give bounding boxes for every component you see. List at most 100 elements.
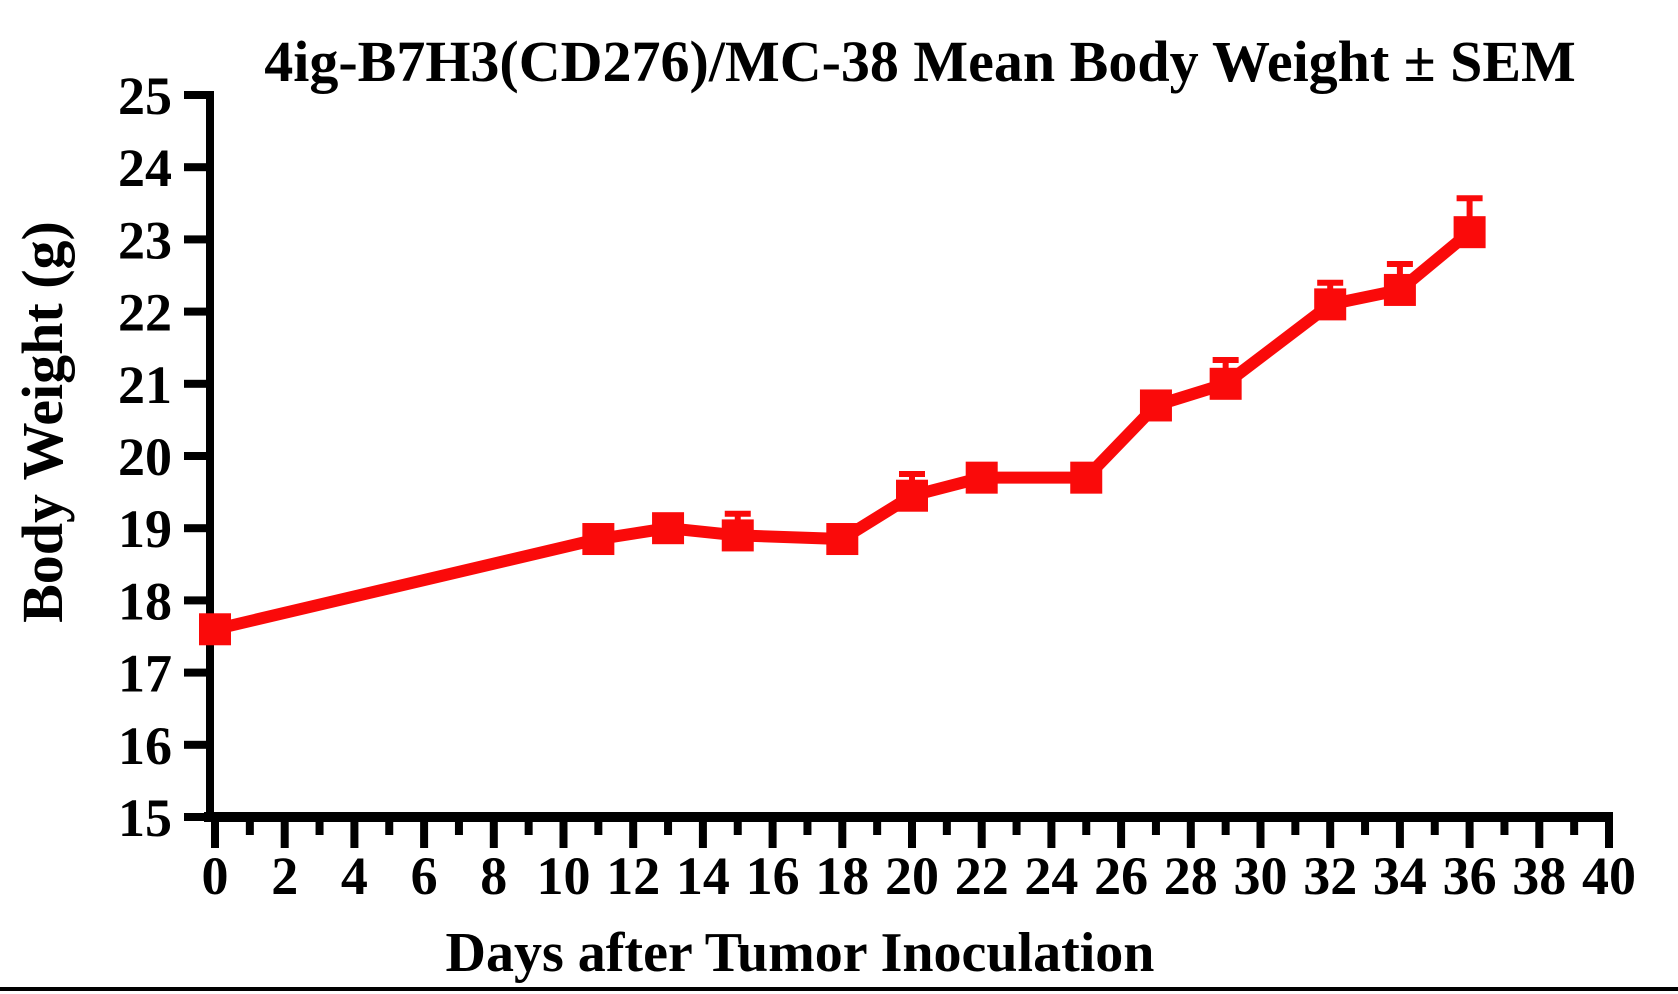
data-point-marker xyxy=(1070,461,1103,494)
x-major-tick xyxy=(489,822,498,848)
x-minor-tick xyxy=(385,822,394,835)
data-point-marker xyxy=(199,613,231,646)
y-axis-title: Body Weight (g) xyxy=(10,221,75,623)
data-point-marker xyxy=(652,512,685,545)
x-tick-label: 4 xyxy=(341,846,368,906)
y-tick xyxy=(184,163,206,172)
x-major-tick xyxy=(1326,822,1335,848)
x-major-tick xyxy=(698,822,707,848)
x-tick-label: 34 xyxy=(1373,846,1427,906)
y-tick-label: 18 xyxy=(118,571,172,631)
data-point-marker xyxy=(721,519,754,552)
y-tick xyxy=(184,235,206,244)
x-minor-tick xyxy=(454,822,463,835)
y-tick xyxy=(184,596,206,605)
x-major-tick xyxy=(420,822,429,848)
x-major-tick xyxy=(280,822,289,848)
x-tick-label: 40 xyxy=(1582,846,1636,906)
x-major-tick xyxy=(1186,822,1195,848)
x-minor-tick xyxy=(664,822,673,835)
x-tick-label: 24 xyxy=(1024,846,1078,906)
x-minor-tick xyxy=(733,822,742,835)
x-major-tick xyxy=(1256,822,1265,848)
x-minor-tick xyxy=(245,822,254,835)
x-axis-title: Days after Tumor Inoculation xyxy=(445,922,1155,984)
data-point-marker xyxy=(896,479,928,512)
y-tick xyxy=(184,452,206,460)
x-minor-tick xyxy=(1221,822,1230,835)
x-minor-tick xyxy=(1291,822,1300,835)
x-tick-label: 38 xyxy=(1512,846,1566,906)
x-major-tick xyxy=(1535,822,1544,848)
x-minor-tick xyxy=(803,822,812,835)
y-tick-label: 21 xyxy=(118,355,172,415)
bottom-divider xyxy=(0,987,1678,991)
y-tick xyxy=(184,740,206,749)
x-major-tick xyxy=(559,822,568,848)
y-tick-label: 20 xyxy=(118,427,172,487)
y-axis-line xyxy=(206,91,214,822)
x-tick-label: 18 xyxy=(815,846,869,906)
y-tick xyxy=(184,91,206,99)
x-minor-tick xyxy=(942,822,951,835)
data-point-marker xyxy=(1453,216,1486,249)
x-tick-label: 36 xyxy=(1443,846,1497,906)
x-axis-line xyxy=(204,812,1613,822)
x-major-tick xyxy=(1117,822,1126,848)
x-minor-tick xyxy=(1082,822,1091,835)
y-tick xyxy=(184,379,206,388)
x-minor-tick xyxy=(1430,822,1439,835)
chart-title: 4ig-B7H3(CD276)/MC-38 Mean Body Weight ±… xyxy=(264,29,1576,94)
y-tick xyxy=(184,524,206,533)
x-major-tick xyxy=(1605,822,1613,848)
x-major-tick xyxy=(1395,822,1404,848)
data-point-marker xyxy=(1139,389,1172,422)
x-tick-label: 0 xyxy=(202,846,229,906)
x-tick-label: 32 xyxy=(1303,846,1357,906)
x-minor-tick xyxy=(524,822,533,835)
x-tick-label: 12 xyxy=(606,846,660,906)
x-tick-label: 16 xyxy=(746,846,800,906)
x-tick-label: 26 xyxy=(1094,846,1148,906)
x-minor-tick xyxy=(1012,822,1021,835)
x-minor-tick xyxy=(1361,822,1370,835)
data-point-marker xyxy=(826,523,859,556)
data-point-marker xyxy=(1314,288,1347,321)
data-point-marker xyxy=(1383,273,1416,306)
x-tick-label: 8 xyxy=(480,846,507,906)
x-tick-label: 14 xyxy=(676,846,730,906)
y-tick-label: 24 xyxy=(118,138,172,198)
x-tick-label: 30 xyxy=(1234,846,1288,906)
x-major-tick xyxy=(838,822,847,848)
x-major-tick xyxy=(977,822,986,848)
data-point-marker xyxy=(965,461,998,494)
y-tick-label: 19 xyxy=(118,499,172,559)
x-major-tick xyxy=(908,822,916,848)
x-major-tick xyxy=(629,822,638,848)
y-tick-label: 17 xyxy=(118,644,172,704)
y-tick-label: 22 xyxy=(118,283,172,343)
x-major-tick xyxy=(768,822,777,848)
y-tick xyxy=(184,668,206,677)
x-minor-tick xyxy=(873,822,882,835)
x-tick-label: 6 xyxy=(411,846,438,906)
x-minor-tick xyxy=(315,822,324,835)
x-minor-tick xyxy=(1151,822,1160,835)
x-tick-label: 2 xyxy=(271,846,298,906)
x-tick-label: 22 xyxy=(955,846,1009,906)
x-major-tick xyxy=(350,822,359,848)
x-tick-label: 20 xyxy=(885,846,939,906)
x-minor-tick xyxy=(594,822,603,835)
x-major-tick xyxy=(211,822,219,848)
y-tick-label: 23 xyxy=(118,210,172,270)
x-minor-tick xyxy=(1500,822,1509,835)
y-tick-label: 16 xyxy=(118,716,172,776)
x-tick-label: 28 xyxy=(1164,846,1218,906)
data-point-marker xyxy=(582,523,615,556)
x-major-tick xyxy=(1047,822,1056,848)
x-tick-label: 10 xyxy=(537,846,591,906)
y-tick xyxy=(184,813,206,821)
x-minor-tick xyxy=(1570,822,1579,835)
